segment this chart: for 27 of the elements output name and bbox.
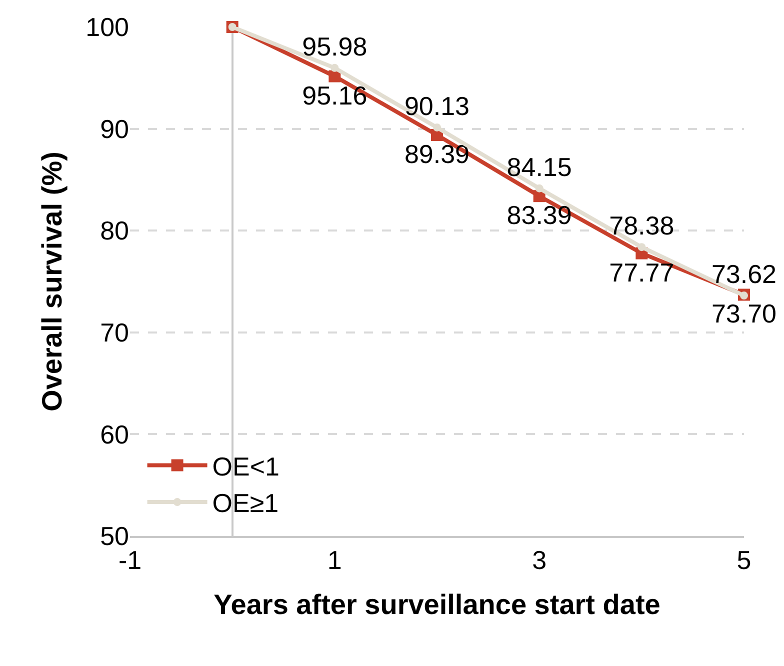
y-tick-label: 80: [100, 216, 129, 246]
data-label: 89.39: [404, 139, 470, 170]
legend-label: OE<1: [212, 451, 280, 482]
point: [433, 123, 441, 132]
x-tick-label: 5: [736, 545, 752, 576]
x-axis-title: Years after surveillance start date: [214, 588, 660, 620]
point: [535, 184, 544, 192]
y-axis-title: Overall survival (%): [36, 152, 68, 412]
data-label: 95.16: [302, 80, 368, 110]
y-tick-label: 90: [100, 114, 129, 144]
data-label: 77.77: [609, 257, 674, 288]
data-label: 84.15: [506, 152, 572, 182]
y-tick-label: 70: [100, 318, 129, 348]
data-label: 73.70: [711, 298, 777, 329]
data-label: 83.39: [506, 200, 572, 230]
y-tick-label: 100: [86, 12, 129, 42]
x-tick-label: 1: [327, 545, 342, 576]
data-label: 90.13: [404, 90, 470, 121]
point: [330, 64, 339, 72]
legend-label: OE≥1: [212, 488, 279, 518]
point: [638, 243, 646, 252]
data-label: 78.38: [609, 210, 674, 241]
y-tick-label: 60: [100, 419, 129, 450]
point: [328, 70, 341, 82]
data-label: 95.98: [302, 31, 368, 62]
x-tick-label: 3: [532, 545, 547, 576]
data-label: 73.62: [711, 259, 777, 290]
